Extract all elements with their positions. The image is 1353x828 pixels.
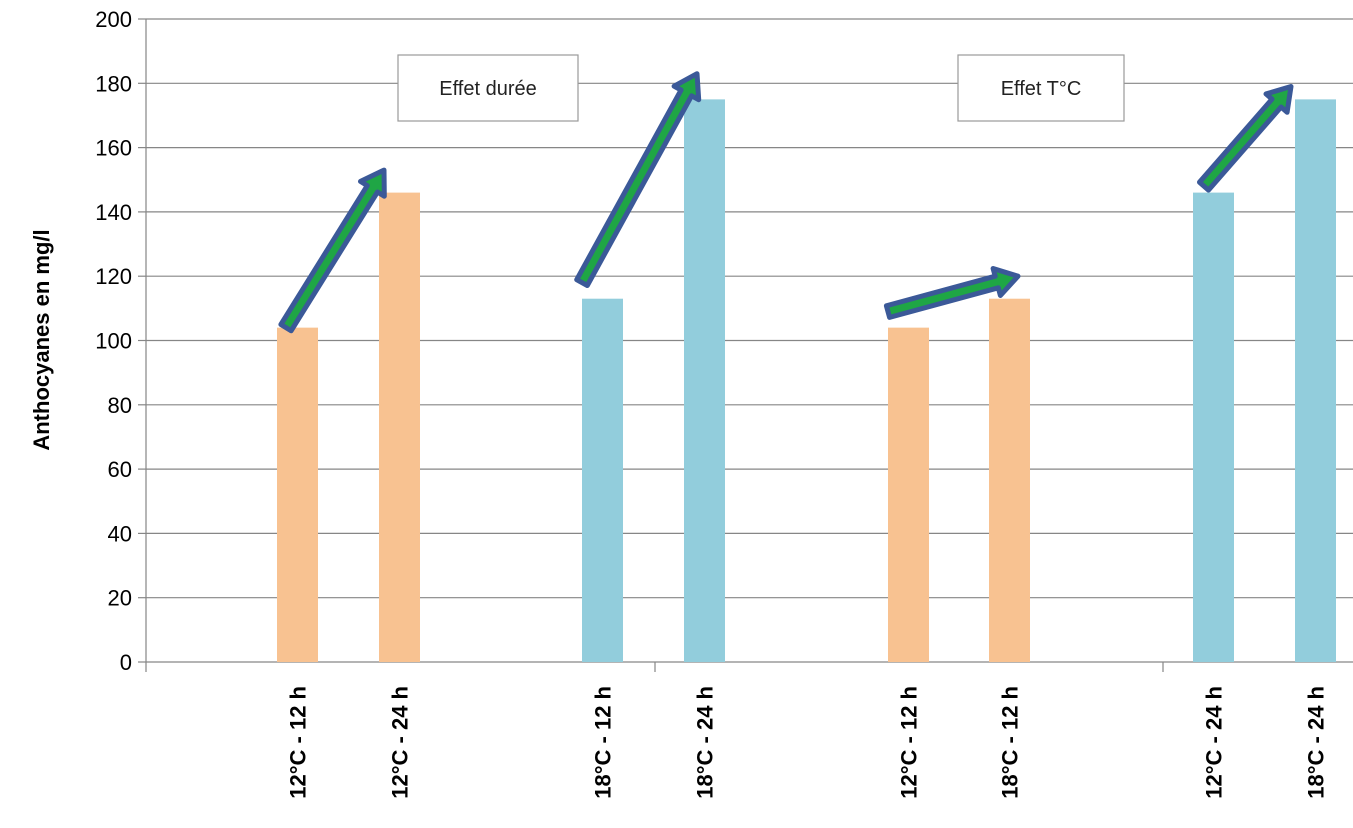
bar [888, 327, 929, 662]
annotation-box [957, 54, 1125, 122]
x-category-label: 12°C - 24 h [388, 686, 413, 799]
x-category-label: 18°C - 12 h [998, 686, 1023, 799]
trend-arrows [278, 71, 1294, 334]
y-tick-label: 140 [95, 200, 132, 225]
axes [138, 18, 1353, 672]
x-category-label: 12°C - 24 h [1202, 686, 1227, 799]
y-tick-label: 160 [95, 136, 132, 161]
x-category-labels: 12°C - 12 h 12°C - 24 h 18°C - 12 h 18°C - … [286, 686, 1329, 799]
bar [1193, 192, 1234, 663]
trend-arrow [574, 71, 702, 288]
trend-arrow [278, 167, 387, 334]
trend-arrow [883, 266, 1021, 320]
y-tick-label: 80 [108, 393, 132, 418]
x-category-label: 12°C - 12 h [897, 686, 922, 799]
annotation-boxes: Effet durée Effet T°C [397, 54, 1125, 122]
annotation-text: Effet T°C [1001, 78, 1082, 100]
bar [989, 298, 1030, 662]
y-tick-label: 180 [95, 71, 132, 96]
y-tick-label: 40 [108, 521, 132, 546]
y-tick-label: 100 [95, 329, 132, 354]
x-category-label: 18°C - 12 h [591, 686, 616, 799]
bar [379, 192, 420, 663]
x-category-label: 12°C - 12 h [286, 686, 311, 799]
y-tick-label: 0 [120, 650, 132, 675]
y-tick-label: 20 [108, 586, 132, 611]
x-category-label: 18°C - 24 h [693, 686, 718, 799]
y-tick-label: 120 [95, 264, 132, 289]
x-category-label: 18°C - 24 h [1304, 686, 1329, 799]
y-tick-label: 200 [95, 7, 132, 32]
y-tick-labels: 0 20 40 60 80 100 120 140 160 180 200 [95, 7, 132, 675]
trend-arrow [1197, 84, 1294, 193]
annotation-text: Effet durée [439, 78, 536, 100]
gridlines [146, 18, 1353, 599]
bar [277, 327, 318, 662]
bar [684, 99, 725, 662]
bar [1295, 99, 1336, 662]
bars [277, 99, 1336, 663]
bar [582, 298, 623, 662]
y-tick-label: 60 [108, 457, 132, 482]
y-axis-label: Anthocyanes en mg/l [29, 229, 54, 450]
annotation-box [397, 54, 579, 122]
